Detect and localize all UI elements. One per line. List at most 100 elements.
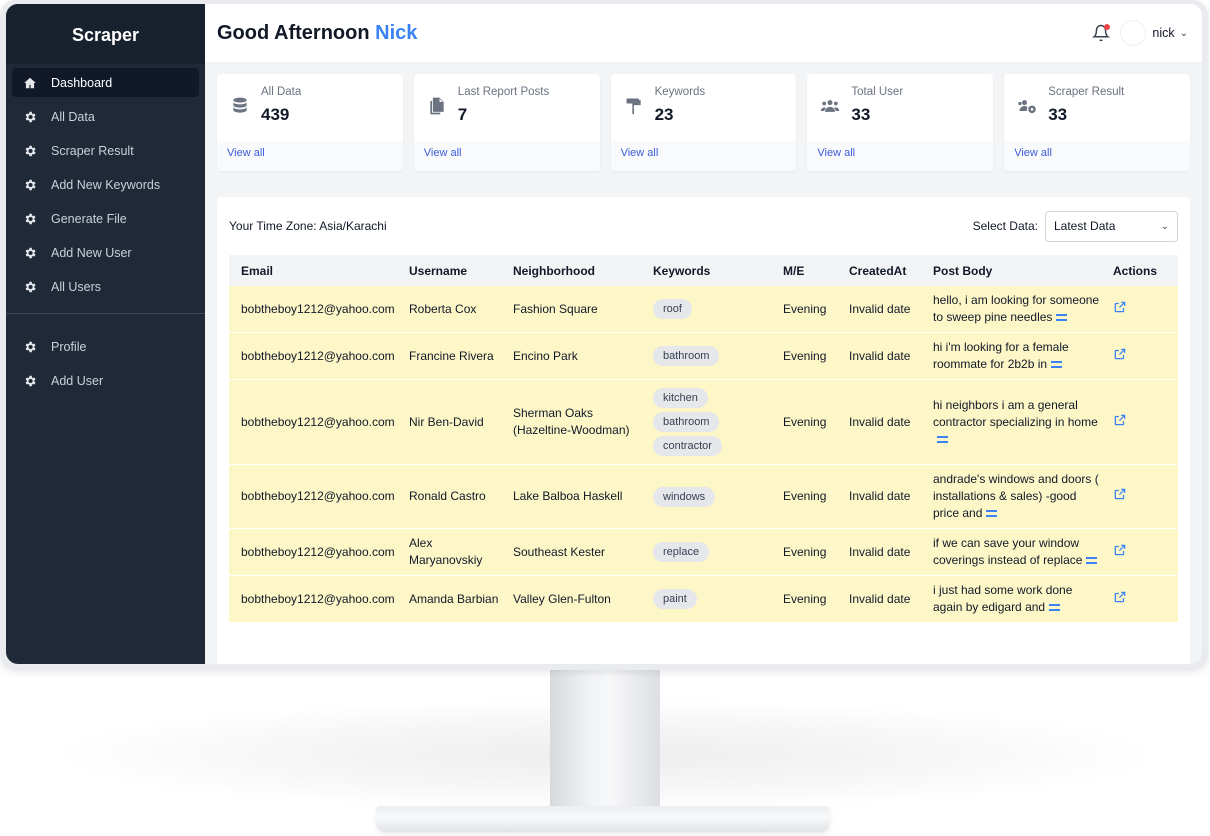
gear-icon (22, 245, 38, 261)
keyword-badge: windows (653, 486, 716, 507)
external-link-icon[interactable] (1113, 591, 1127, 607)
sidebar-item-all-data[interactable]: All Data (12, 102, 199, 131)
cell-post-body: andrade's windows and doors ( installati… (927, 465, 1107, 529)
keyword-badge: bathroom (653, 412, 720, 432)
external-link-icon[interactable] (1113, 544, 1127, 560)
stat-card-label: Scraper Result (1048, 86, 1125, 98)
avatar[interactable] (1120, 20, 1147, 46)
view-all-link[interactable]: View all (1014, 147, 1052, 159)
stat-card-body: All Data 439 (217, 74, 403, 141)
column-header-keywords[interactable]: Keywords (653, 263, 711, 278)
cell-keywords: paint (647, 576, 777, 623)
external-link-icon[interactable] (1113, 301, 1127, 317)
sidebar-item-label: Scraper Result (51, 143, 134, 158)
greeting-text: Good Afternoon (217, 21, 370, 44)
stat-card-body: Last Report Posts 7 (414, 74, 600, 141)
cell-actions (1107, 576, 1178, 623)
sidebar-item-label: Add New Keywords (51, 177, 161, 192)
stat-card-label: All Data (261, 86, 302, 98)
keyword-badge: bathroom (653, 346, 720, 366)
cell-actions (1107, 529, 1178, 576)
stat-card-value: 23 (654, 105, 674, 124)
brand-logo[interactable]: Scraper (6, 4, 205, 64)
keyword-badge: replace (653, 542, 710, 562)
chevron-down-icon[interactable]: ⌄ (1179, 27, 1188, 39)
table-row: bobtheboy1212@yahoo.com Amanda Barbian Val… (229, 575, 1178, 623)
cell-email: bobtheboy1212@yahoo.com (241, 544, 395, 559)
sidebar-item-all-users[interactable]: All Users (12, 272, 199, 301)
stat-card-all-data: All Data 439 View all (217, 74, 403, 171)
select-data-dropdown[interactable]: Latest Data ⌄ (1045, 210, 1178, 242)
cell-me: Evening (783, 544, 827, 559)
column-header-createdat[interactable]: CreatedAt (849, 263, 907, 278)
stat-card-body: Keywords 23 (611, 74, 797, 141)
keyword-badge: kitchen (653, 388, 708, 408)
view-all-link[interactable]: View all (817, 147, 856, 159)
stat-card-label: Keywords (654, 86, 706, 98)
greeting: Good Afternoon Nick (217, 22, 417, 45)
cell-createdat: Invalid date (849, 489, 911, 503)
post-body-text: hello, i am looking for someone to sweep… (933, 293, 1100, 324)
cell-actions (1107, 380, 1178, 465)
sidebar: Scraper Dashboard All Data Scraper Result A… (6, 4, 205, 664)
users-cog-icon (1017, 96, 1037, 116)
stat-card-label: Total User (851, 86, 904, 98)
sidebar-item-generate-file[interactable]: Generate File (12, 204, 199, 233)
stat-card-total-user: Total User 33 View all (807, 74, 994, 171)
cell-username: Roberta Cox (409, 301, 477, 316)
column-header-me[interactable]: M/E (783, 263, 805, 278)
sidebar-item-add-user[interactable]: Add User (12, 366, 199, 395)
database-icon (230, 96, 250, 116)
cell-me: Evening (783, 489, 827, 503)
expand-post-icon[interactable] (937, 435, 948, 443)
expand-post-icon[interactable] (1051, 361, 1063, 369)
sidebar-item-add-new-keywords[interactable]: Add New Keywords (12, 170, 199, 199)
cell-username: Francine Rivera (409, 348, 494, 363)
cell-keywords: windows (647, 465, 777, 529)
sidebar-item-dashboard[interactable]: Dashboard (12, 68, 199, 97)
sidebar-item-scraper-result[interactable]: Scraper Result (12, 136, 199, 165)
expand-post-icon[interactable] (1049, 604, 1061, 612)
column-header-post-body[interactable]: Post Body (933, 263, 993, 278)
stat-card-footer: View all (807, 141, 994, 171)
column-header-email[interactable]: Email (241, 263, 274, 278)
view-all-link[interactable]: View all (227, 147, 265, 159)
panel-header: Your Time Zone: Asia/Karachi Select Data… (229, 197, 1178, 255)
expand-post-icon[interactable] (1056, 314, 1068, 322)
external-link-icon[interactable] (1113, 488, 1127, 504)
stat-card-last-report-posts: Last Report Posts 7 View all (413, 74, 600, 171)
cell-me: Evening (783, 414, 827, 429)
gear-icon (22, 211, 38, 227)
view-all-link[interactable]: View all (423, 147, 462, 159)
topbar-actions: nick ⌄ (1092, 20, 1188, 46)
view-all-link[interactable]: View all (620, 147, 659, 159)
cell-post-body: i just had some work done again by ediga… (927, 576, 1107, 623)
cell-keywords: roof (647, 286, 777, 333)
stat-card-value: 33 (851, 105, 871, 124)
cell-createdat: Invalid date (849, 544, 911, 559)
column-header-neighborhood[interactable]: Neighborhood (513, 263, 595, 278)
expand-post-icon[interactable] (986, 510, 998, 518)
keyword-badge: contractor (653, 436, 722, 456)
cell-username: Alex Maryanovskiy (409, 536, 483, 567)
column-header-username[interactable]: Username (409, 263, 468, 278)
data-panel: Your Time Zone: Asia/Karachi Select Data… (217, 197, 1190, 664)
sidebar-item-profile[interactable]: Profile (12, 332, 199, 361)
keyword-badge: roof (653, 299, 692, 319)
cell-actions (1107, 333, 1178, 380)
select-data-value: Latest Data (1054, 219, 1116, 233)
select-data-group: Select Data: Latest Data ⌄ (973, 210, 1178, 242)
cell-createdat: Invalid date (849, 591, 911, 606)
table-row: bobtheboy1212@yahoo.com Ronald Castro Lake… (229, 464, 1178, 529)
cell-keywords: bathroom (647, 333, 777, 380)
chevron-down-icon: ⌄ (1160, 220, 1169, 232)
notification-bell-icon[interactable] (1092, 24, 1111, 42)
sidebar-item-add-new-user[interactable]: Add New User (12, 238, 199, 267)
user-menu-name[interactable]: nick (1152, 26, 1175, 40)
expand-post-icon[interactable] (1086, 557, 1098, 565)
cell-me: Evening (783, 348, 827, 363)
cell-post-body: hi neighbors i am a general contractor s… (927, 380, 1107, 465)
external-link-icon[interactable] (1113, 414, 1127, 430)
external-link-icon[interactable] (1113, 348, 1127, 364)
